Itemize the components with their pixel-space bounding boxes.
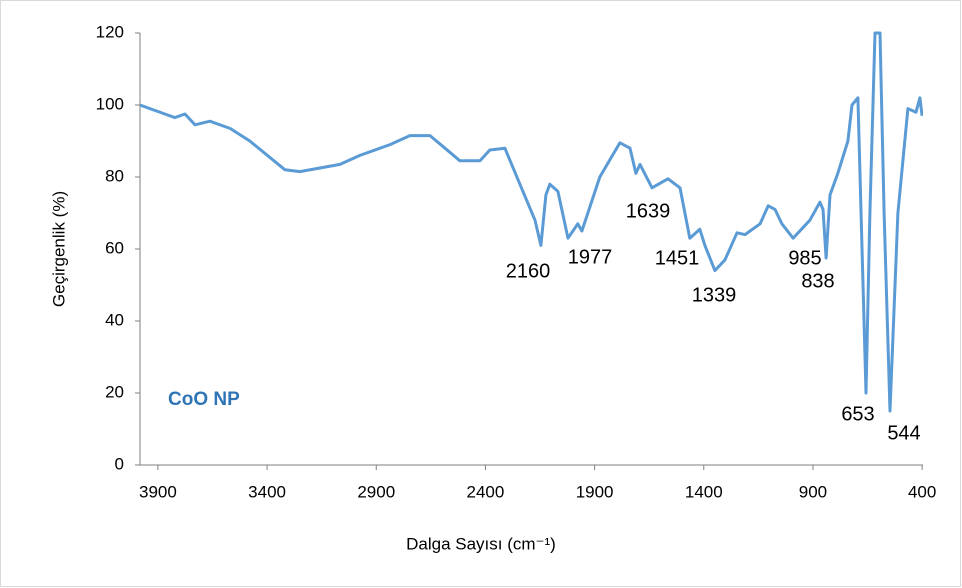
x-tick-label: 2400: [467, 482, 505, 501]
x-tick-label: 1900: [576, 482, 614, 501]
y-tick-label: 0: [115, 454, 124, 473]
annotation: 653: [841, 403, 874, 425]
y-axis-label: Geçirgenlik (%): [49, 191, 68, 307]
annotation: 1451: [655, 247, 700, 269]
x-tick-label: 900: [799, 482, 827, 501]
x-axis-label: Dalga Sayısı (cm⁻¹): [406, 534, 556, 553]
y-tick-label: 40: [105, 310, 124, 329]
annotation: 985: [788, 247, 821, 269]
legend-label: CoO NP: [168, 389, 240, 410]
x-tick-label: 3400: [248, 482, 286, 501]
x-tick-label: 1400: [685, 482, 723, 501]
x-tick-label: 400: [908, 482, 936, 501]
y-tick-label: 120: [96, 22, 124, 41]
y-tick-label: 60: [105, 238, 124, 257]
y-tick-label: 80: [105, 166, 124, 185]
data-line: [140, 31, 923, 413]
annotation: 2160: [506, 260, 551, 282]
x-tick-label: 3900: [139, 482, 177, 501]
annotation: 838: [801, 270, 834, 292]
y-tick-label: 100: [96, 94, 124, 113]
annotation: 1639: [626, 200, 671, 222]
y-tick-label: 20: [105, 382, 124, 401]
annotation: 1339: [692, 284, 737, 306]
x-tick-label: 2900: [357, 482, 395, 501]
annotation: 544: [887, 422, 920, 444]
annotation: 1977: [568, 246, 613, 268]
